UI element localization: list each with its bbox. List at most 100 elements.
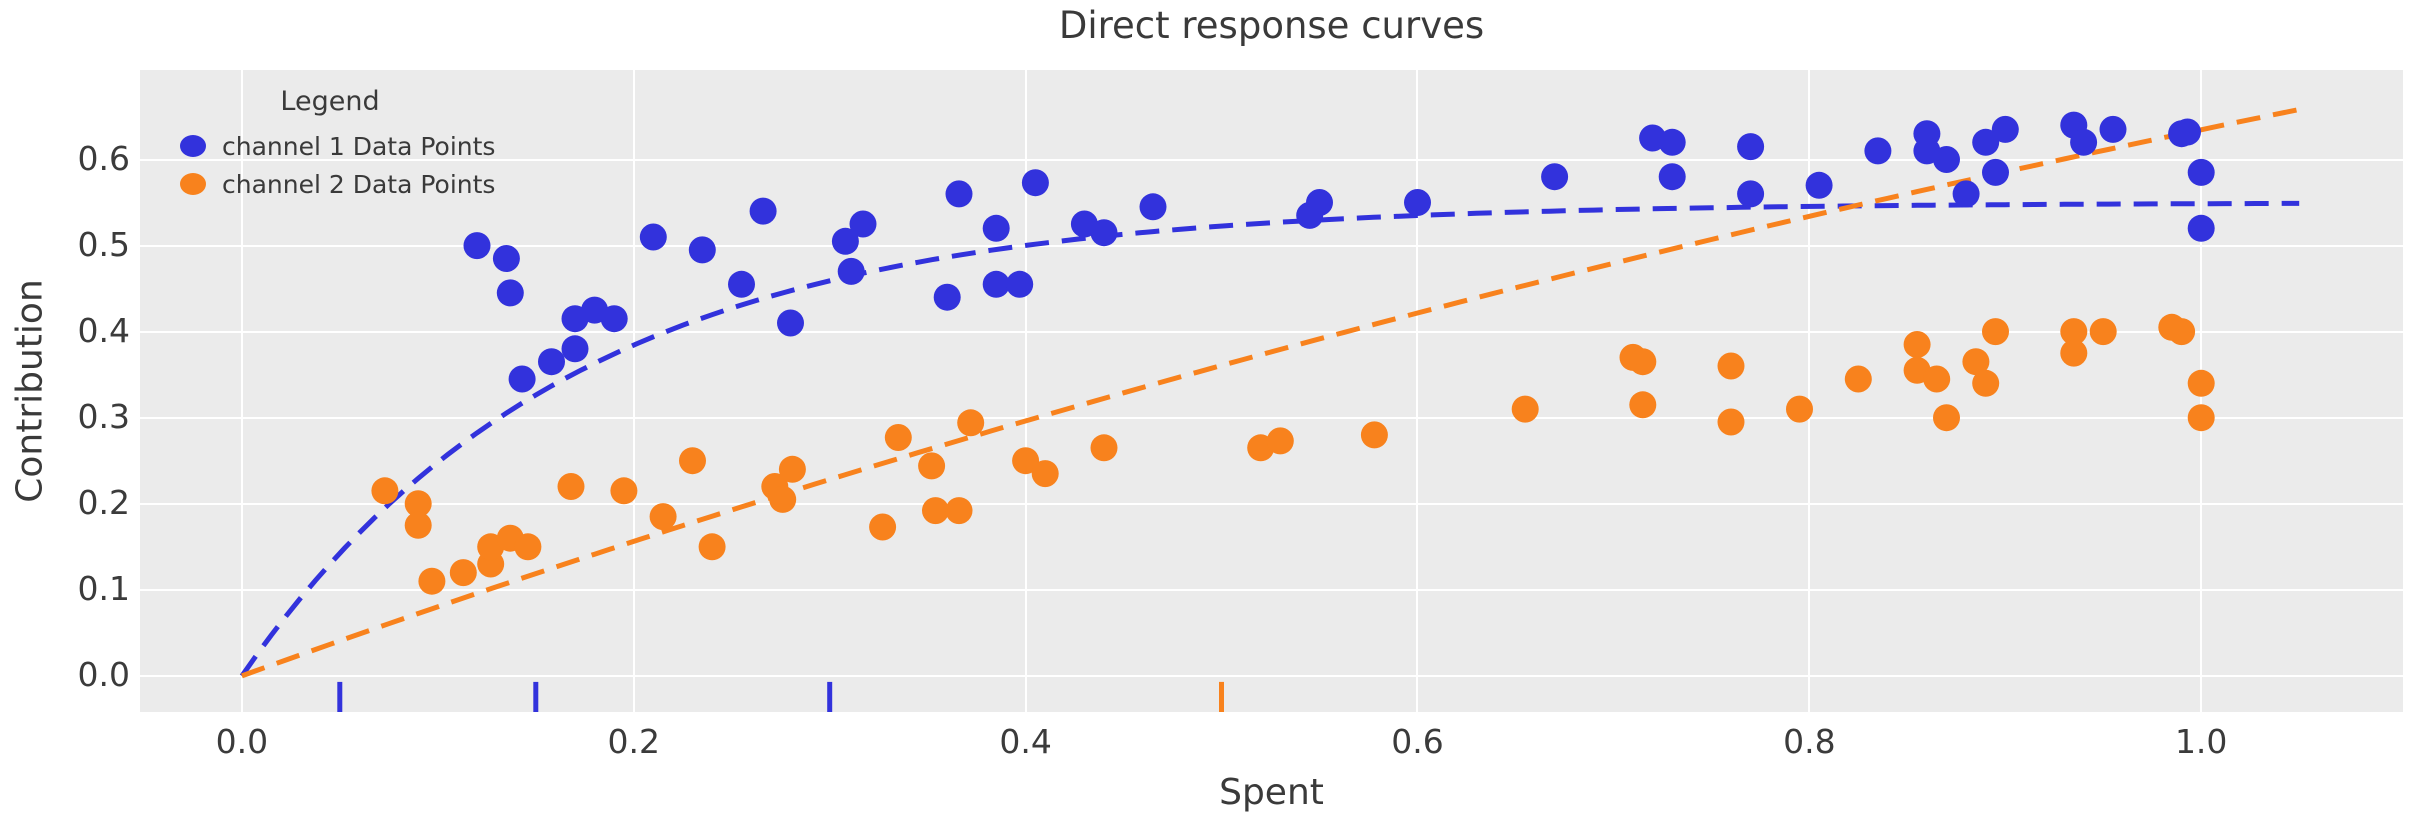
data-point <box>869 513 897 541</box>
y-gridline <box>140 502 2403 505</box>
data-point <box>404 511 432 539</box>
data-point <box>1266 427 1294 455</box>
data-point <box>1006 270 1034 298</box>
data-point <box>1737 180 1765 208</box>
data-point <box>918 452 946 480</box>
data-point <box>749 197 777 225</box>
data-point <box>922 497 949 525</box>
y-tick-label: 0.5 <box>77 224 130 264</box>
data-point <box>982 270 1010 298</box>
data-point <box>404 490 432 518</box>
data-point <box>538 348 565 376</box>
y-gridline <box>140 416 2403 419</box>
x-tick-label: 0.4 <box>999 722 1052 761</box>
data-point <box>945 497 973 525</box>
data-point <box>777 309 804 337</box>
data-point <box>957 409 985 437</box>
y-gridline <box>140 244 2403 247</box>
data-point <box>1844 365 1872 393</box>
data-point <box>1031 460 1059 488</box>
y-tick-label: 0.6 <box>77 138 130 178</box>
legend-marker-icon <box>180 173 206 195</box>
y-axis-label: Contribution <box>9 279 51 503</box>
fitted-curve-channel-1 <box>239 200 2300 678</box>
legend-entry-channel-1: channel 1 Data Points <box>150 127 510 165</box>
data-point <box>2187 404 2215 432</box>
data-point <box>1903 331 1931 358</box>
y-gridline <box>140 158 2403 161</box>
data-point <box>2060 339 2088 367</box>
data-point <box>1629 348 1657 376</box>
data-point <box>1717 408 1745 436</box>
x-tick-label: 0.8 <box>1783 722 1836 761</box>
y-tick-label: 0.4 <box>77 310 130 350</box>
legend-title: Legend <box>280 86 380 117</box>
data-point <box>610 477 638 505</box>
data-point <box>1991 115 2019 143</box>
x-gridline <box>1416 70 1419 712</box>
data-point <box>2070 128 2098 156</box>
x-gridline <box>240 70 243 712</box>
data-point <box>1012 447 1040 475</box>
data-point <box>1933 404 1960 432</box>
data-point <box>884 424 912 451</box>
data-point <box>2168 318 2196 346</box>
chart-canvas <box>239 107 2300 712</box>
data-point <box>2187 214 2215 242</box>
fitted-curve-channel-2 <box>241 107 2300 679</box>
x-tick-label: 1.0 <box>2174 722 2228 761</box>
x-tick-label: 0.0 <box>215 722 269 761</box>
data-point <box>933 283 961 311</box>
data-point <box>2060 318 2088 346</box>
data-point <box>557 473 585 500</box>
data-point <box>1737 133 1765 161</box>
x-gridline <box>1808 70 1811 712</box>
x-tick-label: 0.6 <box>1391 722 1444 761</box>
data-point <box>769 485 797 513</box>
data-point <box>496 279 524 307</box>
data-point <box>1090 434 1118 462</box>
y-tick-label: 0.0 <box>77 654 130 694</box>
data-point <box>1021 169 1049 197</box>
data-point <box>728 270 755 298</box>
data-point <box>1952 180 1980 208</box>
data-point <box>1541 163 1569 191</box>
data-point <box>649 503 677 531</box>
data-point <box>778 455 806 483</box>
chart-title: Direct response curves <box>1058 4 1485 47</box>
data-point <box>1629 391 1657 419</box>
data-point <box>514 533 542 561</box>
data-point <box>837 257 865 285</box>
data-point <box>1306 189 1333 216</box>
data-point <box>982 214 1010 242</box>
data-point <box>688 236 716 264</box>
data-point <box>2174 118 2201 146</box>
legend-label: channel 1 Data Points <box>222 131 496 161</box>
data-point <box>1972 128 2000 156</box>
y-gridline <box>140 330 2403 333</box>
y-tick-label: 0.2 <box>77 482 130 522</box>
y-tick-label: 0.3 <box>77 396 130 436</box>
scatter-series-channel-1 <box>463 111 2215 393</box>
data-point <box>1982 158 2009 186</box>
data-point <box>1962 348 1990 376</box>
y-gridline <box>140 674 2403 677</box>
data-point <box>1717 352 1745 380</box>
y-tick-label: 0.1 <box>77 568 130 608</box>
legend: Legend channel 1 Data Points channel 2 Da… <box>150 86 510 203</box>
scatter-series-channel-2 <box>371 313 2215 595</box>
data-point <box>1982 318 2009 346</box>
x-axis-label: Spent <box>1219 772 1324 813</box>
data-point <box>639 223 667 251</box>
data-point <box>2187 158 2215 186</box>
data-point <box>1360 421 1388 449</box>
data-point <box>945 180 973 208</box>
plot-area <box>140 70 2403 712</box>
data-point <box>600 305 628 333</box>
data-point <box>1139 193 1167 221</box>
legend-entry-channel-2: channel 2 Data Points <box>150 165 510 203</box>
legend-label: channel 2 Data Points <box>222 169 496 199</box>
data-point <box>418 567 446 595</box>
data-point <box>679 447 706 475</box>
data-point <box>1786 395 1813 423</box>
